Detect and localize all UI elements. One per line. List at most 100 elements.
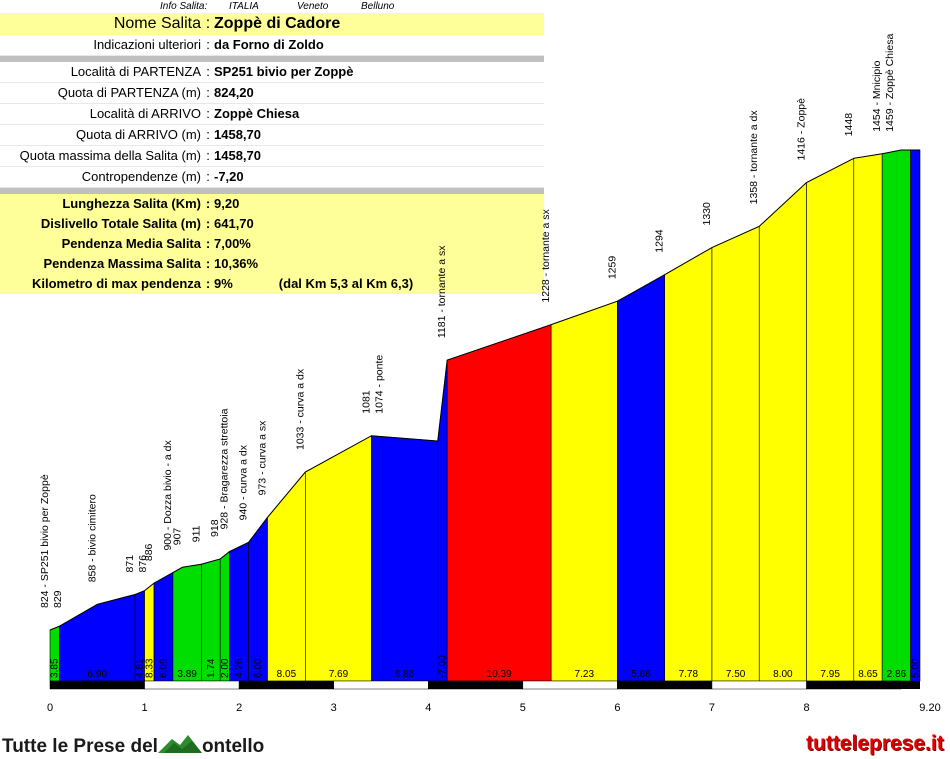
point-label-2-0: 871 [124, 555, 136, 573]
point-label-15-0: 1259 [606, 256, 618, 280]
grade-label-10: 8.05 [277, 669, 297, 680]
point-label-3-0: 886 [143, 543, 155, 561]
brand-logo: Tutte le Prese del ontello [2, 733, 264, 758]
end-loc-value: Zoppè Chiesa [212, 103, 544, 125]
max-value: 10,36% [212, 254, 544, 274]
km-bar-0 [49, 680, 145, 690]
x-tick-7: 7 [709, 702, 715, 714]
point-label-13-0: 1181 - tornante a sx [436, 245, 448, 338]
point-label-18-0: 1358 - tornante a dx [748, 110, 760, 205]
info-table: Nome Salita: Zoppè di Cadore Indicazioni … [0, 13, 544, 294]
max-alt-value: 1458,70 [212, 145, 544, 167]
profile-chart: 3.85 6.90 4.818.33 6.09 3.89 1.74 2.00 4.26 6.00… [39, 34, 941, 714]
title-key: Nome Salita [0, 13, 204, 35]
grade-label-6: 1.74 [206, 658, 217, 678]
km-bar-5 [522, 680, 618, 690]
grade-label-22: 2.86 [887, 669, 907, 680]
point-label-7-0: 918 [209, 519, 221, 537]
row-max: Pendenza Massima Salita:10,36% [0, 254, 544, 274]
x-tick-6: 6 [614, 702, 620, 714]
km-bar-4 [428, 680, 524, 690]
info-province: Belluno [361, 1, 395, 12]
x-tick-1: 1 [142, 702, 148, 714]
x-tick-9: 9.20 [919, 702, 940, 714]
info-country: ITALIA [229, 1, 259, 12]
grade-label-4: 6.09 [158, 658, 169, 678]
title-value: Zoppè di Cadore [212, 13, 544, 35]
start-alt-value: 824,20 [212, 82, 544, 104]
grade-label-11: 7.69 [329, 669, 349, 680]
notes-value: da Forno di Zoldo [212, 35, 544, 56]
mountain-icon [157, 735, 202, 753]
x-tick-2: 2 [236, 702, 242, 714]
segment-18 [711, 225, 760, 682]
point-label-12-1: 1074 - ponte [374, 355, 386, 414]
point-label-20-0: 1448 [843, 113, 855, 137]
start-alt-key: Quota di PARTENZA (m) [0, 82, 204, 104]
row-start-loc: Località di PARTENZA: SP251 bivio per Zop… [0, 62, 544, 83]
point-label-9-0: 940 - curva a dx [238, 444, 250, 520]
row-notes: Indicazioni ulteriori: da Forno di Zoldo [0, 35, 544, 56]
row-counter: Contropendenze (m): -7,20 [0, 166, 544, 188]
segment-19 [758, 181, 807, 682]
point-label-21-1: 1459 - Zoppè Chiesa [884, 34, 896, 132]
avg-value: 7,00% [212, 234, 544, 254]
grade-label-1: 6.90 [88, 669, 108, 680]
grade-label-14: 10.39 [487, 669, 512, 680]
grade-label-5: 3.89 [177, 669, 197, 680]
segment-16 [617, 274, 665, 682]
grade-label-20: 7.95 [820, 669, 840, 680]
point-label-8-0: 928 - Bragarezza strettoia [219, 408, 231, 529]
row-max-alt: Quota massima della Salita (m):1458,70 [0, 145, 544, 167]
point-label-6-0: 911 [190, 525, 202, 542]
point-label-14-0: 1228 - tornante a sx [540, 208, 552, 302]
grade-label-3: 8.33 [144, 658, 155, 678]
grade-label-7: 2.00 [220, 658, 231, 678]
km-bar-8 [806, 680, 902, 690]
point-label-12-0: 1081 [361, 390, 373, 414]
grade-label-9: 6.00 [253, 658, 264, 678]
row-length: Lunghezza Salita (Km):9,20 [0, 194, 544, 214]
x-tick-4: 4 [425, 702, 431, 714]
grade-label-23: 5.00 [910, 658, 921, 678]
x-tick-3: 3 [331, 702, 337, 714]
brand-right: ontello [201, 736, 265, 757]
point-label-21-0: 1454 - Mnicipio [871, 60, 883, 131]
counter-value: -7,20 [212, 166, 544, 188]
segment-5 [172, 563, 202, 682]
grade-label-18: 7.50 [726, 669, 746, 680]
segment-23 [910, 149, 921, 682]
point-label-11-0: 1033 - curva a dx [294, 368, 306, 450]
segment-9 [248, 516, 268, 682]
length-key: Lunghezza Salita (Km) [0, 194, 204, 214]
length-value: 9,20 [212, 194, 544, 214]
grade-label-21: 8.65 [858, 669, 878, 680]
gain-value: 641,70 [212, 214, 544, 234]
km-bar-1 [144, 680, 240, 690]
segment-15 [550, 300, 618, 682]
row-maxkm: Kilometro di max pendenza:9% (dal Km 5,3 … [0, 274, 544, 294]
maxkm-extra: (dal Km 5,3 al Km 6,3) [278, 276, 414, 291]
segment-12 [371, 435, 439, 682]
x-tick-0: 0 [47, 702, 53, 714]
brand-left: Tutte le Prese del [2, 736, 158, 757]
max-key: Pendenza Massima Salita [0, 254, 204, 274]
segment-11 [305, 435, 372, 682]
x-tick-5: 5 [520, 702, 526, 714]
avg-key: Pendenza Media Salita [0, 234, 204, 254]
segment-13 [437, 360, 448, 682]
grade-label-19: 8.00 [773, 669, 793, 680]
row-end-alt: Quota di ARRIVO (m):1458,70 [0, 124, 544, 146]
point-label-0-0: 824 - SP251 bivio per Zoppè [39, 474, 51, 608]
info-header-label: Info Salita: [160, 1, 208, 12]
grade-label-0: 3.85 [50, 658, 61, 678]
km-bar-6 [617, 680, 713, 690]
km-bar-2 [238, 680, 334, 690]
point-label-1-0: 858 - bivio cimitero [86, 494, 98, 582]
km-bar-9 [901, 681, 920, 689]
point-label-19-0: 1416 - Zoppè [796, 98, 808, 161]
segment-10 [267, 471, 306, 682]
grade-label-2: 4.81 [135, 658, 146, 678]
grade-label-15: 7.23 [575, 669, 595, 680]
profile-line [49, 149, 920, 631]
